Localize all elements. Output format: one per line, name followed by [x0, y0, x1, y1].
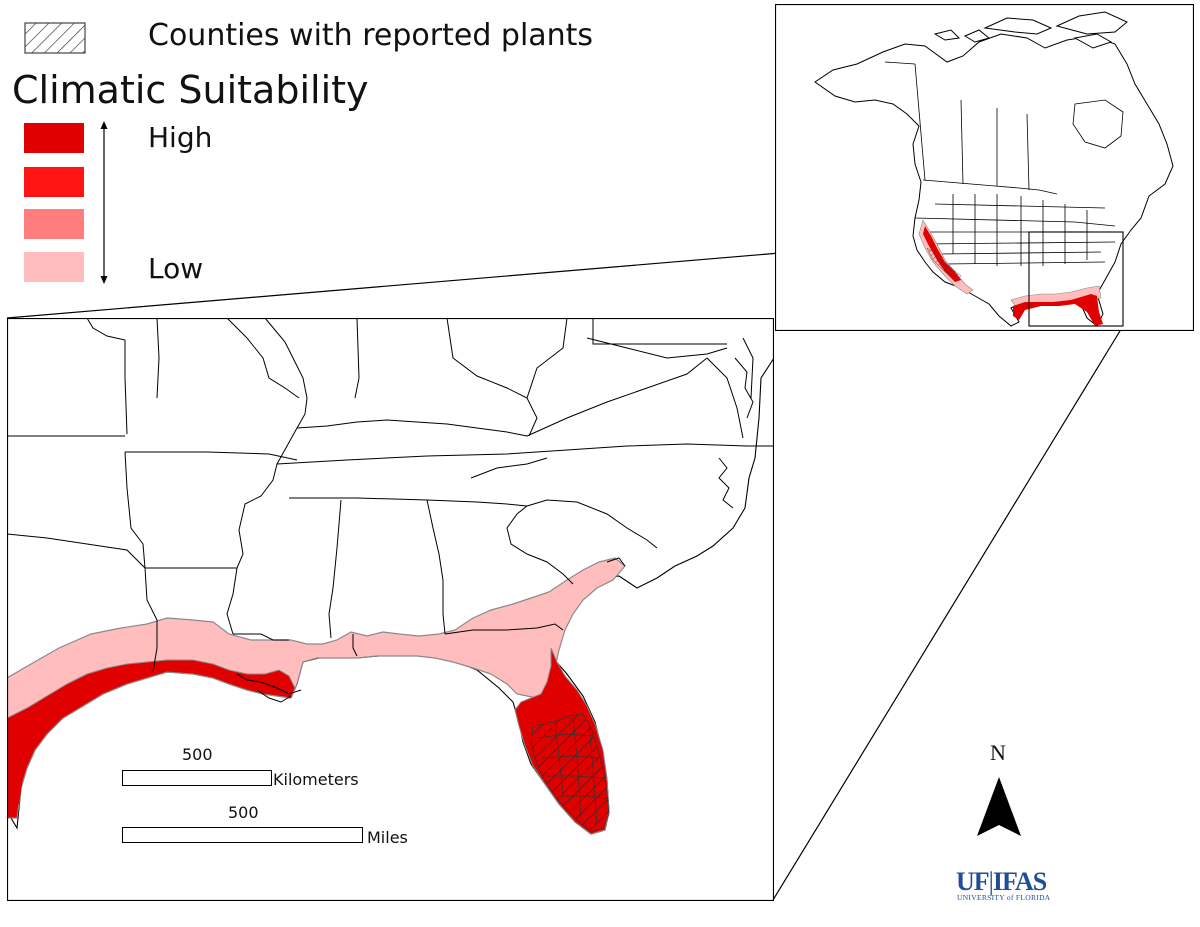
logo-ifas: IFAS — [992, 867, 1047, 896]
scale-km-value: 500 — [182, 745, 213, 764]
scale-bar-km — [122, 770, 272, 786]
scale-mi-value: 500 — [228, 803, 259, 822]
reported-counties-hatch — [530, 713, 610, 833]
inset-suitability-gulf-high — [1013, 294, 1103, 326]
swatch-very-high — [24, 123, 84, 153]
swatch-moderate — [24, 209, 84, 239]
north-arrow-icon — [977, 777, 1021, 836]
suitability-high-zone-texas-coast — [7, 722, 37, 804]
hatch-swatch — [24, 22, 86, 54]
scale-km-unit: Kilometers — [273, 770, 359, 789]
inset-suitability-west-low — [918, 219, 974, 295]
legend-title: Climatic Suitability — [12, 68, 369, 112]
swatch-low — [24, 252, 84, 282]
main-southeast-map — [7, 318, 774, 901]
state-borders — [7, 318, 774, 673]
coastline-details — [236, 357, 754, 703]
political-boundaries — [884, 61, 1116, 266]
ufifas-logo: UF|IFAS — [956, 867, 1047, 897]
main-map-frame — [7, 318, 774, 901]
arctic-islands — [933, 11, 1128, 49]
logo-subtitle: UNIVERSITY of FLORIDA — [957, 893, 1051, 902]
legend-high-label: High — [148, 121, 213, 154]
swatch-high — [24, 167, 84, 197]
hatch-legend-label: Counties with reported plants — [148, 18, 594, 53]
legend-low-label: Low — [148, 252, 204, 285]
inset-zoom-extent — [1028, 231, 1124, 327]
inset-suitability-west-high — [923, 226, 961, 282]
hudson-bay — [1072, 99, 1124, 149]
suitability-high-zone-gulf — [7, 659, 296, 819]
north-label: N — [990, 740, 1006, 765]
florida-county-lines — [536, 717, 608, 827]
inset-north-america-map — [775, 4, 1194, 331]
inset-hatch-west — [926, 247, 962, 281]
logo-uf: UF — [956, 867, 990, 896]
scale-bar-mi — [122, 827, 363, 843]
border-top-states — [86, 318, 128, 435]
scale-mi-unit: Miles — [367, 828, 408, 847]
logo-divider: | — [988, 867, 994, 896]
suitability-arrow — [100, 121, 108, 284]
